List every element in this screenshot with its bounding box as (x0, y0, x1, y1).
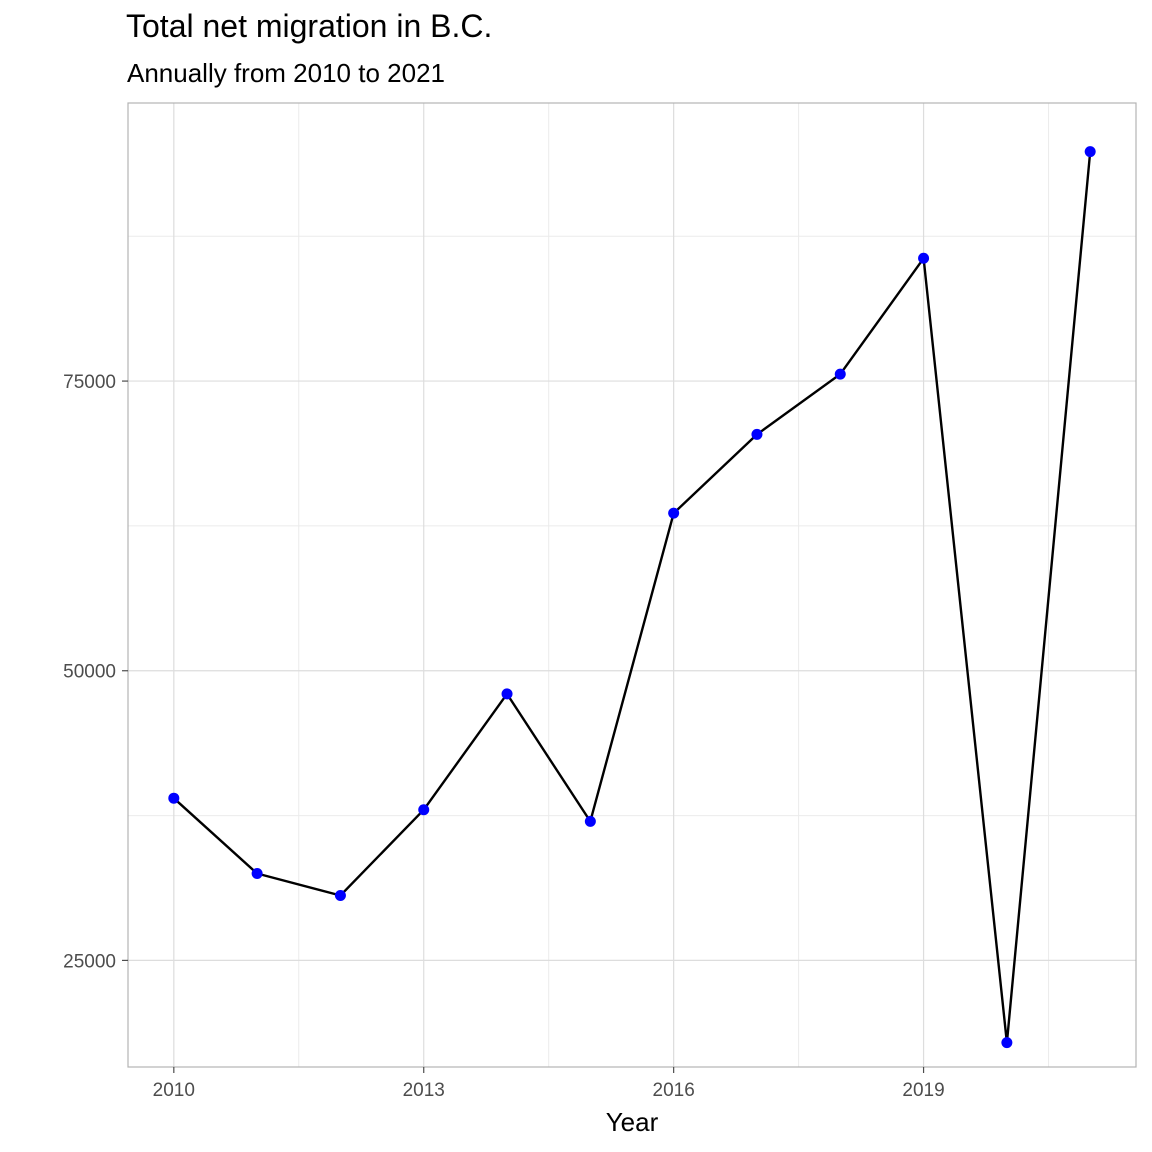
y-tick-label: 75000 (63, 372, 116, 393)
y-axis-ticks: 25000 50000 75000 (63, 372, 128, 972)
data-point (1001, 1037, 1013, 1049)
x-tick-label: 2013 (403, 1080, 445, 1101)
data-point (584, 815, 596, 827)
x-axis-title: Year (606, 1107, 659, 1137)
x-tick-label: 2019 (902, 1080, 944, 1101)
data-point (501, 688, 513, 700)
data-point (918, 252, 930, 264)
data-point (1084, 146, 1096, 158)
data-point (418, 804, 430, 816)
data-point (668, 507, 680, 519)
data-point (834, 368, 846, 380)
minor-gridlines (128, 103, 1136, 1067)
series-net-migration (168, 146, 1096, 1049)
data-point (168, 792, 180, 804)
plot-panel-border (127, 102, 1137, 1068)
x-axis-ticks: 2010 2013 2016 2019 (153, 1067, 945, 1101)
data-point (251, 868, 263, 880)
data-point (334, 890, 346, 902)
series-line (172, 151, 1092, 1044)
x-tick-label: 2016 (653, 1080, 695, 1101)
x-tick-label: 2010 (153, 1080, 195, 1101)
data-point (751, 428, 763, 440)
major-gridlines (128, 103, 1136, 1067)
chart-title: Total net migration in B.C. (126, 8, 493, 44)
chart-subtitle: Annually from 2010 to 2021 (127, 58, 445, 88)
y-tick-label: 25000 (63, 951, 116, 972)
y-tick-label: 50000 (63, 662, 116, 683)
